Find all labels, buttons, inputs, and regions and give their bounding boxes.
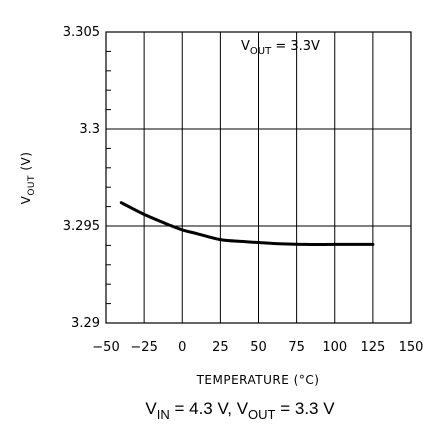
x-tick-label: −50 xyxy=(92,340,119,355)
y-axis-label: VOUT (V) xyxy=(19,152,37,205)
annotation: VOUT = 3.3V xyxy=(241,39,320,57)
caption: VIN = 4.3 V, VOUT = 3.3 V xyxy=(145,399,335,422)
grid xyxy=(106,32,411,323)
x-tick-labels: −50 −25 0 25 50 75 100 125 150 xyxy=(92,340,423,355)
y-tick-label: 3.3 xyxy=(79,122,100,137)
x-axis-label: TEMPERATURE (°C) xyxy=(196,373,320,387)
x-tick-label: −25 xyxy=(130,340,157,355)
x-tick-label: 0 xyxy=(178,340,186,355)
x-tick-label: 150 xyxy=(399,340,424,355)
minor-ticks xyxy=(106,50,111,305)
x-tick-label: 25 xyxy=(212,340,229,355)
x-tick-label: 125 xyxy=(360,340,385,355)
x-tick-label: 75 xyxy=(288,340,305,355)
series-line xyxy=(119,201,375,246)
x-tick-label: 100 xyxy=(322,340,347,355)
y-tick-label: 3.29 xyxy=(71,316,100,331)
y-tick-labels: 3.29 3.295 3.3 3.305 xyxy=(63,25,100,331)
y-tick-label: 3.295 xyxy=(63,219,100,234)
x-tick-label: 50 xyxy=(250,340,267,355)
y-tick-label: 3.305 xyxy=(63,25,100,40)
plot-frame xyxy=(105,31,412,324)
